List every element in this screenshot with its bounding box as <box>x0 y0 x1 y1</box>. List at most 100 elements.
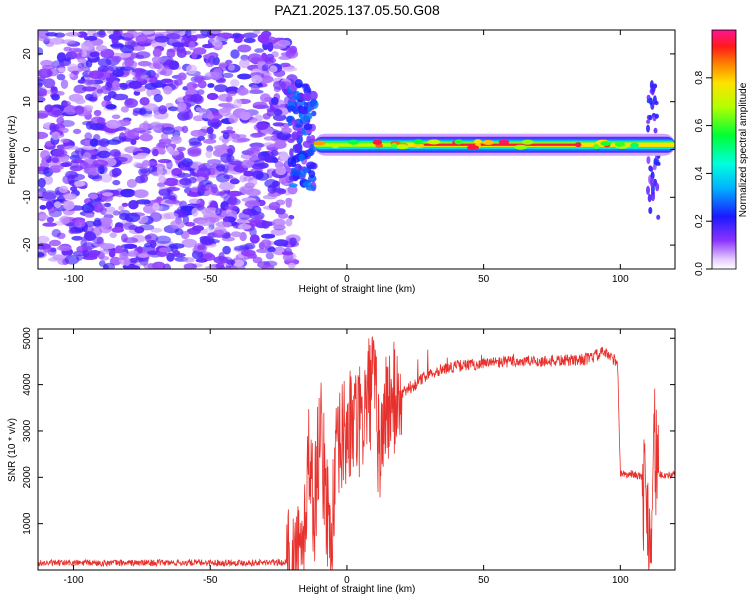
y-tick-label: 0 <box>22 146 33 152</box>
heatmap-dropout-blob <box>652 164 657 171</box>
y-tick-label: 2000 <box>22 466 33 489</box>
heatmap-noise-blob <box>267 246 276 253</box>
heatmap-noise-blob <box>86 35 98 41</box>
heatmap-noise-blob <box>112 156 128 163</box>
heatmap-transition-blob <box>289 148 294 158</box>
heatmap-noise-blob <box>136 246 143 254</box>
heatmap-noise-blob <box>242 32 258 39</box>
heatmap-noise-blob <box>232 259 245 267</box>
heatmap-noise-blob <box>255 172 270 181</box>
heatmap-noise-blob <box>128 80 143 89</box>
heatmap-noise-blob <box>158 188 174 196</box>
heatmap-signal-blob <box>372 139 383 145</box>
heatmap-noise-blob <box>222 72 234 79</box>
heatmap-transition-blob <box>292 109 300 115</box>
heatmap-noise-blob <box>128 250 140 256</box>
heatmap-noise-blob <box>166 48 176 59</box>
heatmap-noise-blob <box>197 219 213 226</box>
heatmap-noise-blob <box>108 249 116 258</box>
heatmap-noise-blob <box>85 93 94 101</box>
heatmap-noise-blob <box>207 113 214 120</box>
heatmap-transition-blob <box>311 98 318 107</box>
heatmap-noise-blob <box>171 42 184 48</box>
heatmap-transition-blob <box>302 140 313 148</box>
heatmap-noise-blob <box>152 202 160 211</box>
heatmap-noise-blob <box>156 196 163 202</box>
heatmap-transition-blob <box>306 161 316 169</box>
heatmap-noise-blob <box>149 121 163 131</box>
heatmap-noise-blob <box>186 64 198 75</box>
heatmap-noise-blob <box>191 207 199 217</box>
heatmap-noise-blob <box>160 132 169 140</box>
heatmap-noise-blob <box>77 79 87 84</box>
heatmap-noise-blob <box>174 228 184 236</box>
heatmap-noise-blob <box>243 176 254 182</box>
heatmap-transition-blob <box>303 123 313 131</box>
heatmap-noise-blob <box>237 44 252 53</box>
heatmap-noise-blob <box>287 185 298 195</box>
heatmap-noise-blob <box>84 78 96 87</box>
heatmap-noise-blob <box>140 30 155 35</box>
heatmap-noise-blob <box>114 245 123 254</box>
heatmap-noise-blob <box>158 175 167 184</box>
heatmap-noise-blob <box>151 171 167 177</box>
heatmap-noise-blob <box>41 68 49 76</box>
heatmap-noise-blob <box>224 205 238 211</box>
heatmap-noise-blob <box>183 257 195 263</box>
heatmap-noise-blob <box>254 48 265 53</box>
heatmap-noise-blob <box>268 202 281 211</box>
heatmap-noise-blob <box>173 79 183 86</box>
heatmap-noise-blob <box>211 183 218 194</box>
heatmap-noise-blob <box>68 73 75 78</box>
heatmap-noise-blob <box>270 228 287 236</box>
x-tick-label: 100 <box>612 274 629 285</box>
heatmap-noise-blob <box>212 120 220 130</box>
heatmap-signal-blob <box>614 141 626 147</box>
heatmap-noise-blob <box>226 126 234 131</box>
heatmap-noise-blob <box>85 59 93 68</box>
heatmap-noise-blob <box>134 70 142 80</box>
heatmap-noise-blob <box>45 32 58 37</box>
heatmap-noise-blob <box>77 58 87 63</box>
heatmap-noise-blob <box>132 107 144 114</box>
heatmap-noise-blob <box>63 193 77 200</box>
heatmap-noise-blob <box>56 52 67 63</box>
heatmap-noise-blob <box>228 160 244 166</box>
heatmap-noise-blob <box>282 66 298 72</box>
colorbar-tick-label: 0.4 <box>694 166 705 180</box>
heatmap-noise-blob <box>209 30 222 35</box>
heatmap-noise-blob <box>54 201 62 209</box>
heatmap-noise-blob <box>119 251 129 261</box>
heatmap-dropout-blob <box>653 157 658 167</box>
y-tick-label: 1000 <box>22 512 33 535</box>
heatmap-noise-blob <box>151 56 162 64</box>
heatmap-dropout-blob <box>656 161 661 166</box>
heatmap-noise-blob <box>130 257 144 263</box>
heatmap-noise-blob <box>238 211 252 220</box>
heatmap-noise-blob <box>89 51 100 58</box>
heatmap-noise-blob <box>97 58 112 67</box>
heatmap-noise-blob <box>201 236 213 245</box>
heatmap-noise-blob <box>227 64 235 71</box>
heatmap-noise-blob <box>63 200 75 211</box>
heatmap-noise-blob <box>71 235 83 241</box>
heatmap-noise-blob <box>243 170 255 177</box>
heatmap-noise-blob <box>42 190 58 200</box>
heatmap-noise-blob <box>249 234 260 244</box>
heatmap-noise-blob <box>124 98 138 108</box>
heatmap-noise-blob <box>60 215 70 225</box>
heatmap-noise-blob <box>271 157 279 164</box>
heatmap-noise-blob <box>164 199 180 204</box>
heatmap-noise-blob <box>248 119 257 124</box>
heatmap-noise-blob <box>77 31 88 38</box>
heatmap-noise-blob <box>150 227 163 233</box>
heatmap-noise-blob <box>38 214 49 220</box>
heatmap-transition-blob <box>308 170 316 179</box>
heatmap-noise-blob <box>210 200 217 207</box>
heatmap-noise-blob <box>51 229 61 238</box>
heatmap-signal-blob <box>413 143 425 149</box>
heatmap-noise-blob <box>208 55 216 65</box>
heatmap-noise-blob <box>210 71 222 81</box>
heatmap-noise-blob <box>69 165 84 172</box>
heatmap-noise-blob <box>276 39 291 47</box>
